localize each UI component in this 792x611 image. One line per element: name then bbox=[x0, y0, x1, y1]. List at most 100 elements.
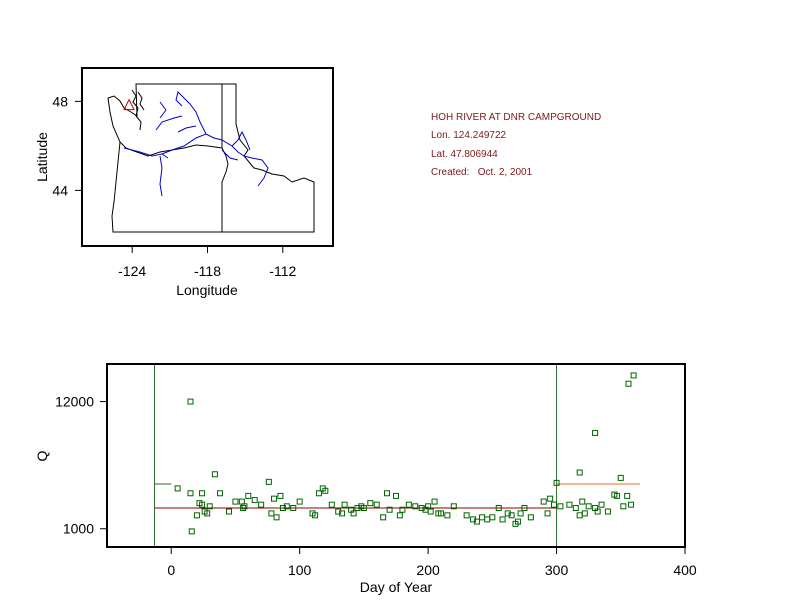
data-point bbox=[217, 490, 224, 497]
data-point bbox=[598, 501, 605, 508]
puget-sound-shore bbox=[131, 89, 142, 131]
data-point bbox=[489, 514, 496, 521]
data-point bbox=[517, 510, 524, 517]
map-panel: -124 -118 -112 44 48 Longitude Latitude bbox=[34, 67, 334, 298]
scatter-y-tick-label: 1000 bbox=[63, 521, 94, 537]
data-point bbox=[585, 503, 592, 510]
site-longitude: Lon. 124.249722 bbox=[431, 130, 507, 141]
data-point bbox=[572, 504, 579, 511]
data-point bbox=[258, 501, 265, 508]
data-point bbox=[540, 498, 547, 505]
puget-sound bbox=[131, 89, 145, 131]
oregon-east-border bbox=[221, 147, 229, 232]
site-created: Created: Oct. 2, 2001 bbox=[431, 167, 532, 178]
idaho-border bbox=[222, 83, 315, 233]
scatter-axes: 0 100 200 300 400 1000 12000 bbox=[55, 394, 697, 578]
data-point bbox=[290, 504, 297, 511]
data-point bbox=[193, 512, 200, 519]
river-yakima bbox=[155, 115, 183, 131]
data-point bbox=[604, 508, 611, 515]
map-frame bbox=[81, 67, 334, 247]
river-willamette bbox=[159, 155, 163, 197]
data-point bbox=[495, 504, 502, 511]
data-point bbox=[576, 469, 583, 476]
data-point bbox=[625, 380, 632, 387]
created-label: Created: bbox=[431, 167, 470, 178]
data-point bbox=[463, 512, 470, 519]
map-y-tick-label: 44 bbox=[52, 182, 68, 198]
data-point bbox=[296, 498, 303, 505]
scatter-x-tick-label: 100 bbox=[288, 562, 312, 578]
created-date: Oct. 2, 2001 bbox=[477, 167, 533, 178]
map-axes: -124 -118 -112 44 48 bbox=[52, 93, 296, 279]
data-point bbox=[360, 504, 367, 511]
data-point bbox=[450, 503, 457, 510]
river-snake-lower bbox=[231, 130, 251, 151]
river-columbia-lower bbox=[123, 147, 169, 159]
data-point bbox=[373, 501, 380, 508]
island-outline bbox=[137, 91, 145, 111]
river-columbia bbox=[161, 133, 245, 157]
data-point bbox=[199, 490, 206, 497]
data-point bbox=[226, 508, 233, 515]
data-point bbox=[624, 492, 631, 499]
oregon-coast bbox=[111, 141, 222, 233]
data-point bbox=[508, 512, 515, 519]
data-point bbox=[312, 512, 319, 519]
data-point bbox=[594, 508, 601, 515]
data-point bbox=[504, 510, 511, 517]
data-point bbox=[579, 498, 586, 505]
data-point bbox=[521, 504, 528, 511]
data-point bbox=[418, 504, 425, 511]
data-point bbox=[328, 501, 335, 508]
data-point bbox=[245, 492, 252, 499]
data-point bbox=[277, 492, 284, 499]
data-points bbox=[174, 372, 637, 535]
data-point bbox=[335, 508, 342, 515]
data-point bbox=[399, 506, 406, 513]
river-wenatchee bbox=[177, 125, 197, 133]
data-point bbox=[273, 514, 280, 521]
washington-south-border bbox=[107, 97, 223, 157]
data-point bbox=[174, 485, 181, 492]
scatter-x-axis-label: Day of Year bbox=[360, 579, 433, 595]
river-columbia-upper bbox=[175, 91, 207, 135]
data-point bbox=[265, 478, 272, 485]
data-point bbox=[437, 510, 444, 517]
data-point bbox=[251, 497, 258, 504]
data-point bbox=[444, 512, 451, 519]
data-point bbox=[527, 514, 534, 521]
data-point bbox=[187, 490, 194, 497]
scatter-panel: 0 100 200 300 400 1000 12000 Day of Year Q bbox=[34, 363, 697, 595]
data-point bbox=[367, 500, 374, 507]
data-point bbox=[515, 518, 522, 525]
river-snake bbox=[243, 155, 269, 187]
data-point bbox=[405, 501, 412, 508]
data-point bbox=[380, 514, 387, 521]
data-point bbox=[204, 510, 211, 517]
map-x-axis-label: Longitude bbox=[176, 282, 238, 298]
data-point bbox=[396, 512, 403, 519]
data-point bbox=[283, 503, 290, 510]
river-john-day bbox=[221, 149, 239, 161]
scatter-x-tick-label: 300 bbox=[545, 562, 569, 578]
map-y-tick-label: 48 bbox=[52, 93, 68, 109]
data-point bbox=[268, 510, 275, 517]
data-point bbox=[241, 503, 248, 510]
data-point bbox=[566, 501, 573, 508]
data-point bbox=[431, 498, 438, 505]
site-marker-icon bbox=[123, 98, 135, 111]
data-point bbox=[550, 501, 557, 508]
data-point bbox=[393, 492, 399, 499]
rivers bbox=[123, 91, 269, 197]
data-point bbox=[553, 479, 560, 486]
data-point bbox=[620, 503, 627, 510]
data-point bbox=[341, 501, 348, 508]
data-point bbox=[592, 429, 599, 436]
data-point bbox=[386, 506, 393, 513]
data-point bbox=[581, 510, 588, 517]
data-point bbox=[279, 504, 286, 511]
scatter-y-axis-label: Q bbox=[34, 450, 50, 461]
map-y-axis-label: Latitude bbox=[34, 132, 50, 182]
